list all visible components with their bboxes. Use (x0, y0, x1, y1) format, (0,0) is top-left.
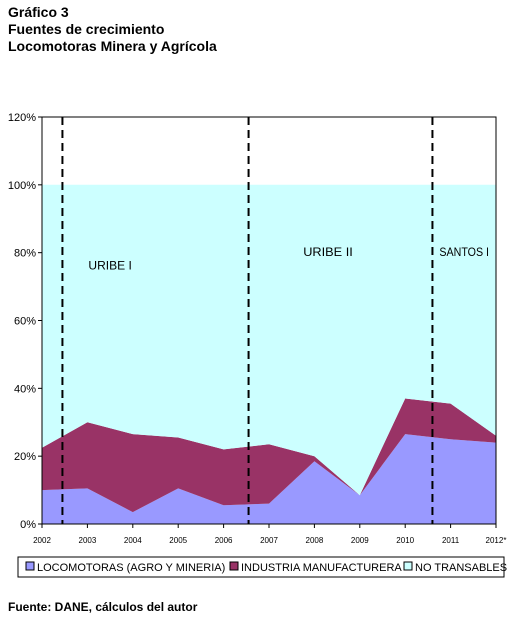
y-tick-label: 60% (14, 316, 36, 328)
x-tick-label: 2011 (442, 536, 460, 545)
y-tick-label: 40% (14, 383, 36, 395)
x-tick-label: 2009 (351, 536, 369, 545)
y-tick-label: 100% (8, 180, 36, 192)
legend-label-2: INDUSTRIA MANUFACTURERA (241, 562, 402, 574)
y-tick-label: 80% (14, 248, 36, 260)
x-tick-label: 2003 (79, 536, 97, 545)
period-label-3: SANTOS I (439, 245, 489, 259)
data-point-s3-2007 (269, 184, 270, 185)
heading-line-2: Fuentes de crecimiento (8, 21, 165, 37)
legend-label-3: NO TRANSABLES (415, 562, 507, 574)
legend-swatch-1 (25, 561, 35, 571)
legend-swatch-3 (403, 561, 413, 571)
data-point-s3-2010 (405, 184, 406, 185)
x-tick-label: 2012* (486, 536, 507, 545)
x-tick-label: 2002 (33, 536, 51, 545)
x-tick-label: 2008 (306, 536, 324, 545)
data-point-s3-2004 (132, 184, 133, 185)
x-tick-label: 2004 (124, 536, 142, 545)
legend-box (17, 556, 505, 578)
data-point-s3-2011 (450, 184, 451, 185)
y-tick-label: 0% (20, 519, 36, 531)
data-point-s3-2006 (223, 184, 224, 185)
chart-heading: Gráfico 3 Fuentes de crecimiento Locomot… (8, 4, 217, 55)
data-point-s3-2005 (178, 184, 179, 185)
area-series-1 (42, 434, 496, 524)
x-tick-label: 2007 (260, 536, 278, 545)
data-point-s3-2009 (359, 184, 360, 185)
heading-line-1: Gráfico 3 (8, 4, 69, 20)
heading-line-3: Locomotoras Minera y Agrícola (8, 38, 217, 54)
y-tick-label: 20% (14, 451, 36, 463)
period-label-2: URIBE II (303, 245, 353, 259)
area-series-3 (42, 184, 496, 496)
data-point-s3-2008 (314, 184, 315, 185)
x-tick-label: 2010 (396, 536, 414, 545)
x-tick-label: 2005 (169, 536, 187, 545)
area-series-2 (42, 398, 496, 513)
legend-label-1: LOCOMOTORAS (AGRO Y MINERIA) (37, 562, 225, 574)
x-tick-label: 2006 (215, 536, 233, 545)
period-label-1: URIBE I (88, 259, 131, 273)
y-tick-label: 120% (8, 112, 36, 124)
source-note: Fuente: DANE, cálculos del autor (8, 600, 198, 614)
legend-swatch-2 (229, 561, 239, 571)
data-point-s3-2003 (87, 184, 88, 185)
